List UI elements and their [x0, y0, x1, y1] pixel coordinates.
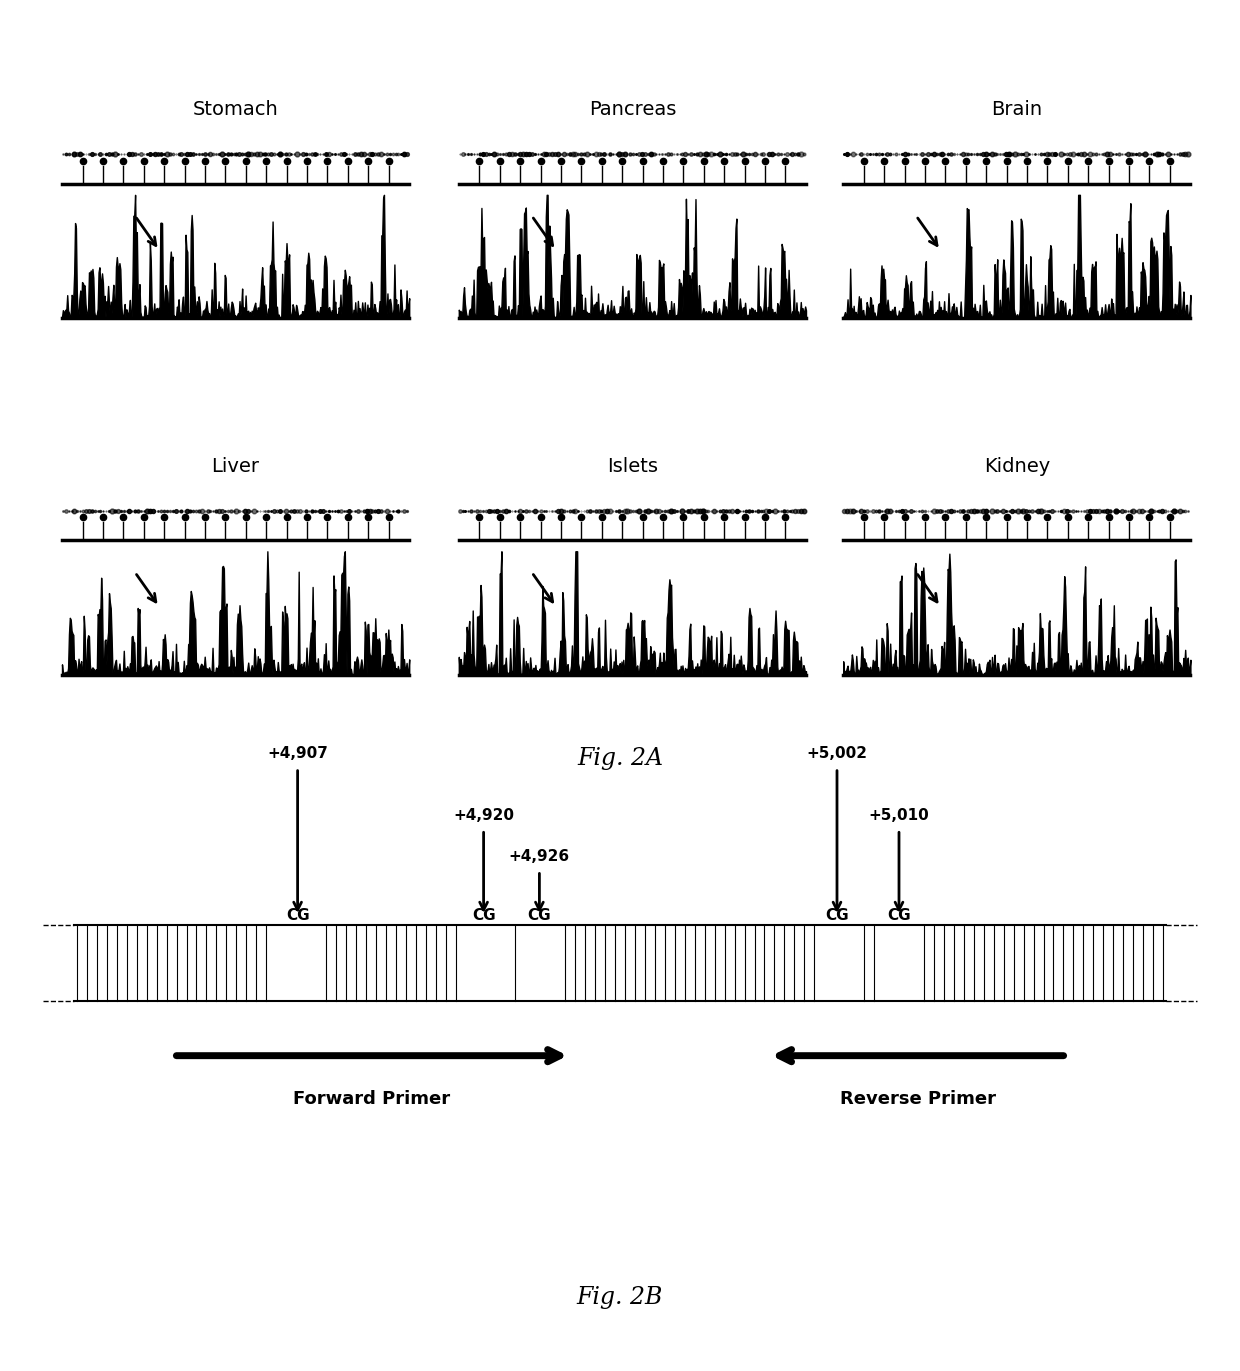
Text: +5,010: +5,010 — [869, 808, 929, 823]
Text: CG: CG — [887, 908, 911, 923]
Text: +5,002: +5,002 — [806, 746, 868, 761]
Text: CG: CG — [285, 908, 310, 923]
Text: CG: CG — [471, 908, 496, 923]
Text: Liver: Liver — [212, 457, 259, 476]
Text: Brain: Brain — [991, 100, 1043, 119]
Text: Islets: Islets — [606, 457, 658, 476]
Text: +4,920: +4,920 — [453, 808, 515, 823]
Text: +4,926: +4,926 — [508, 849, 570, 864]
Text: Stomach: Stomach — [192, 100, 279, 119]
Text: Fig. 2B: Fig. 2B — [577, 1286, 663, 1309]
Text: Forward Primer: Forward Primer — [294, 1090, 450, 1108]
Bar — [74, 925, 1166, 1001]
Text: Kidney: Kidney — [983, 457, 1050, 476]
Text: CG: CG — [527, 908, 552, 923]
Text: CG: CG — [825, 908, 849, 923]
Text: Fig. 2A: Fig. 2A — [577, 747, 663, 771]
Text: +4,907: +4,907 — [267, 746, 329, 761]
Text: Pancreas: Pancreas — [589, 100, 676, 119]
Text: Reverse Primer: Reverse Primer — [839, 1090, 996, 1108]
